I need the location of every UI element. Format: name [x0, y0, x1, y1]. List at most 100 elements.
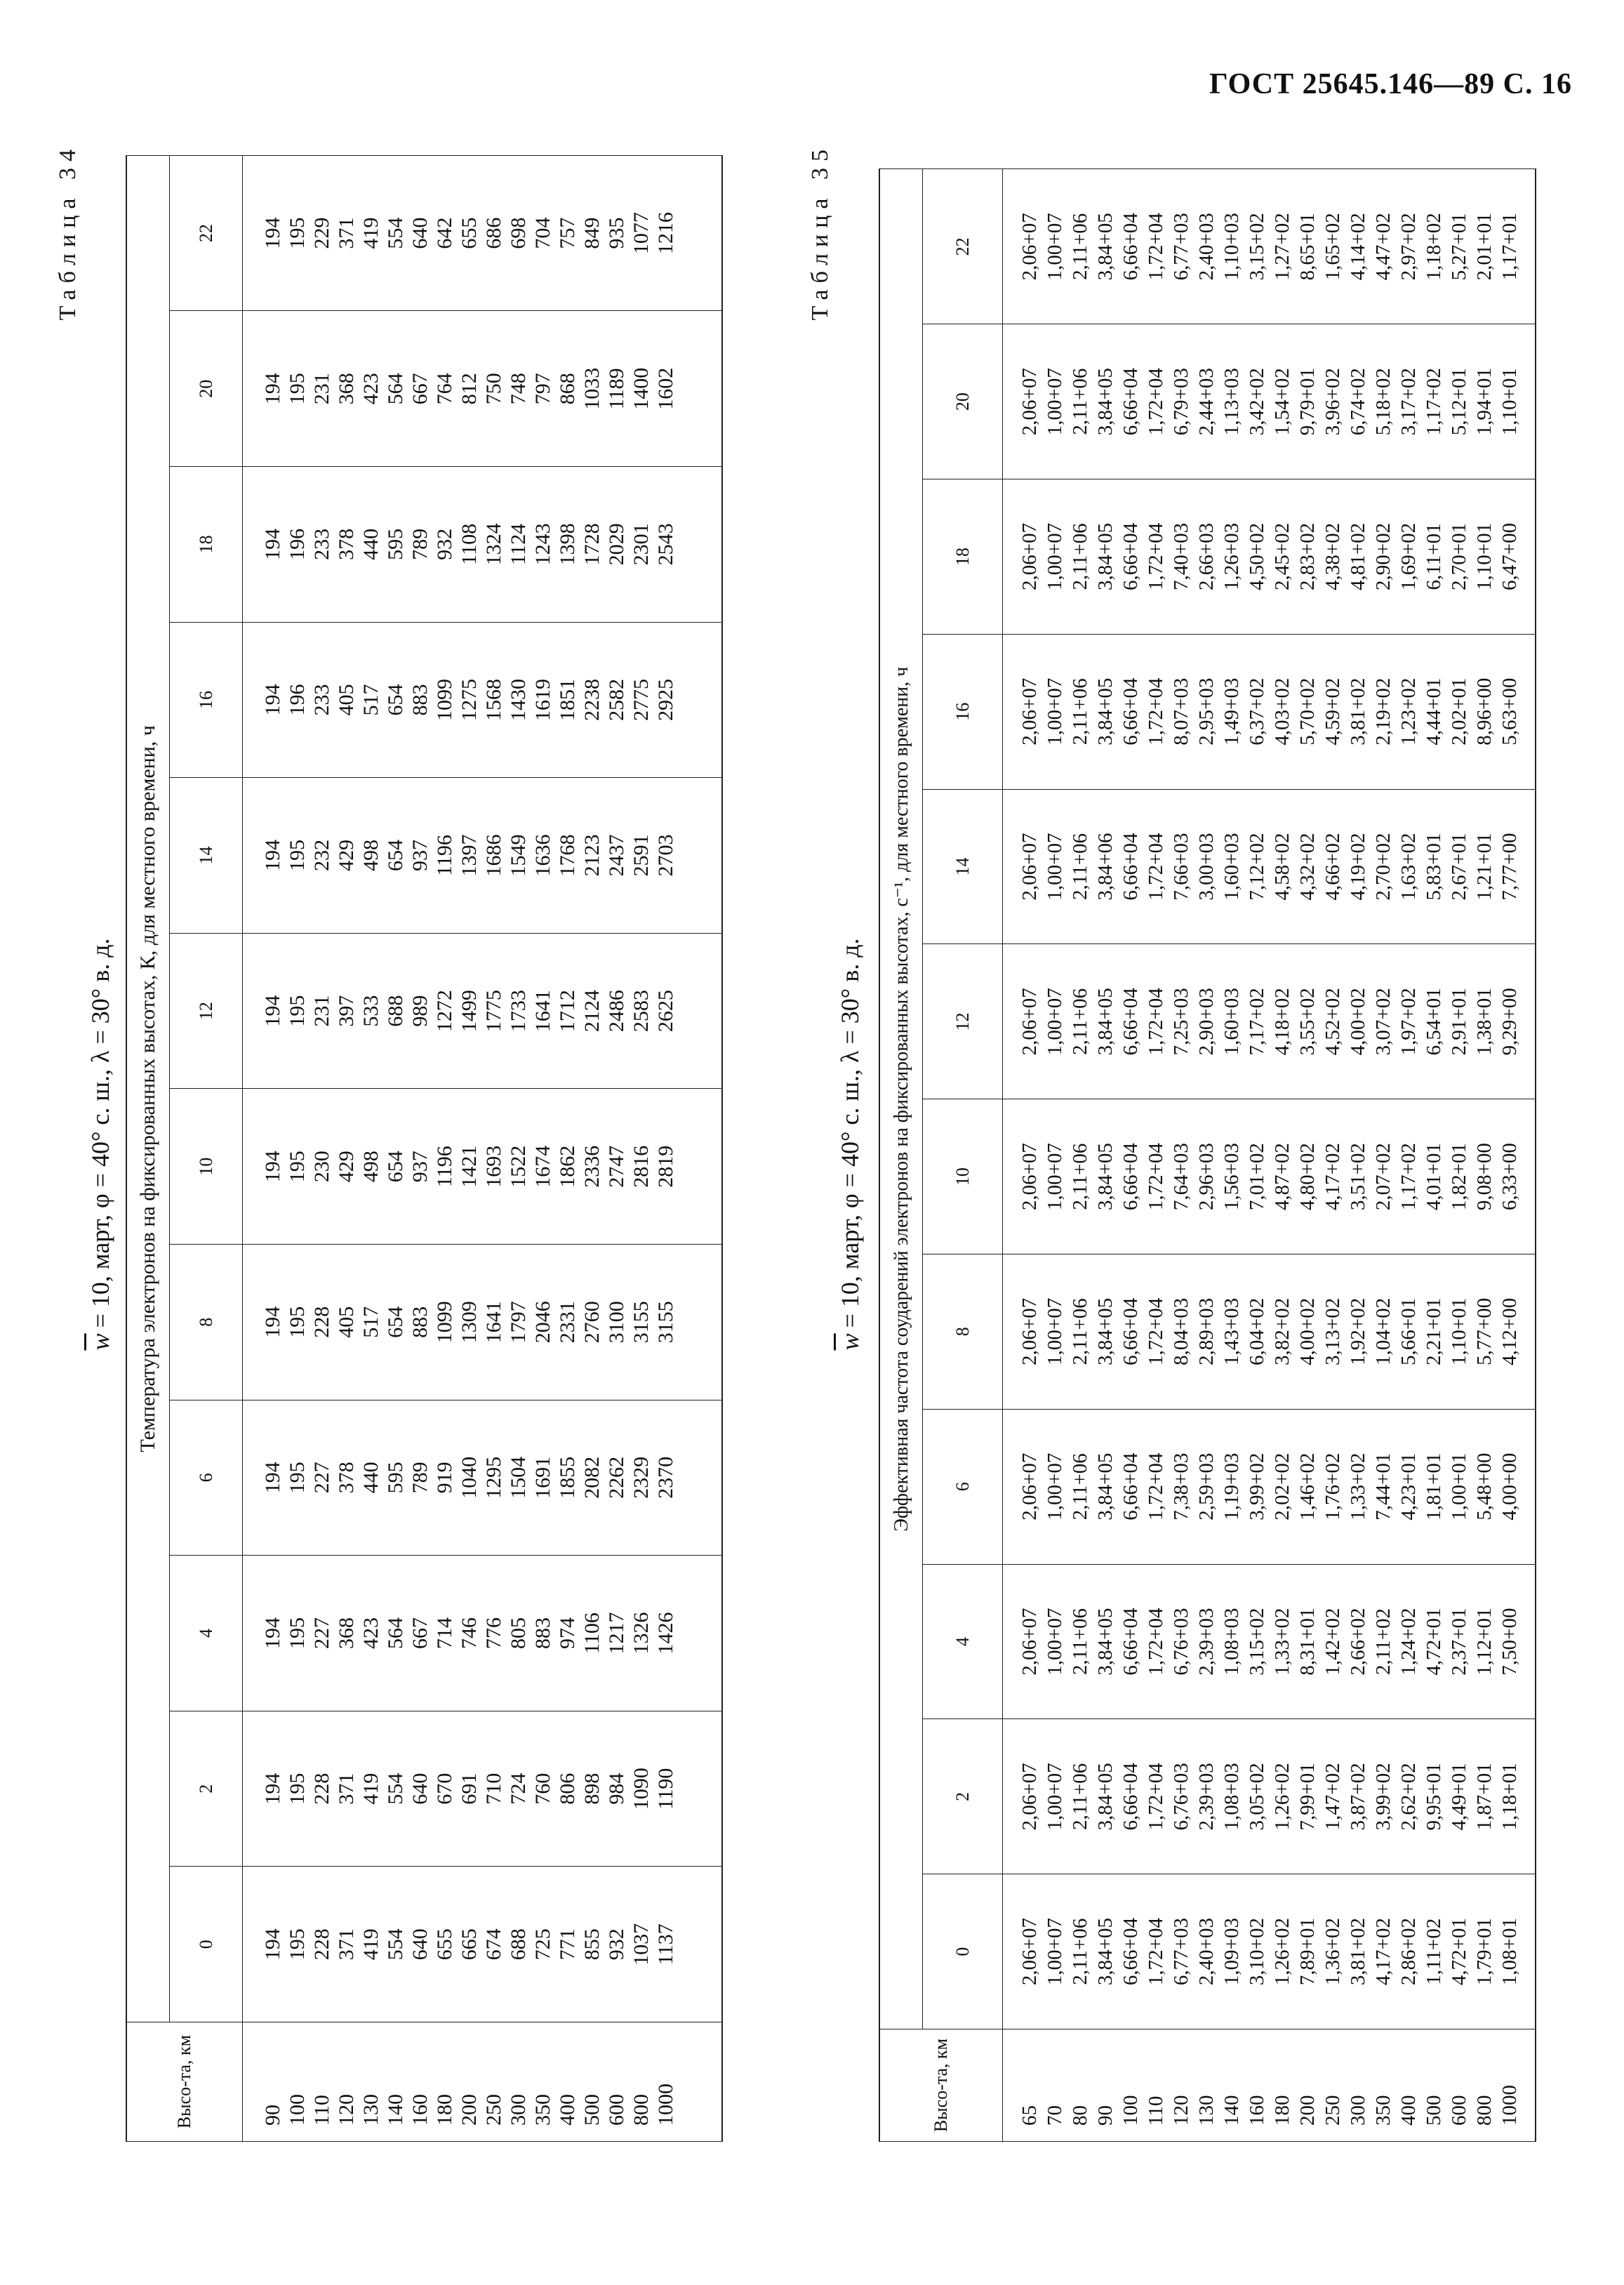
value-cell: 3,84+05	[1093, 1409, 1118, 1565]
value-cell: 6,77+03	[1169, 168, 1194, 324]
value-cell: 1400	[629, 310, 653, 467]
value-cell: 554	[383, 155, 408, 311]
value-cell: 2,40+03	[1194, 168, 1219, 324]
value-cell: 194	[242, 155, 285, 311]
column-header: 20	[169, 310, 243, 467]
value-cell: 228	[310, 1711, 334, 1867]
value-cell: 1,38+01	[1472, 943, 1497, 1099]
value-cell: 1641	[481, 1244, 506, 1400]
value-cell: 1216	[653, 155, 722, 311]
data-row: 400 2,86+02 2,62+02 1,24+02 4,23+01 5,66+01 1,…	[1396, 168, 1421, 2142]
value-cell: 1,00+07	[1042, 789, 1067, 944]
value-cell: 5,77+00	[1472, 1254, 1497, 1410]
value-cell: 2,11+06	[1067, 1254, 1093, 1410]
value-cell: 2,89+03	[1194, 1254, 1219, 1410]
value-cell: 1137	[653, 1866, 722, 2022]
subtitle-symbol: w	[836, 1333, 864, 1351]
value-cell: 6,66+04	[1118, 634, 1143, 790]
value-cell: 1636	[531, 777, 555, 934]
value-cell: 724	[506, 1711, 531, 1867]
value-cell: 667	[408, 1555, 432, 1711]
value-cell: 595	[383, 1400, 408, 1556]
value-cell: 6,76+03	[1169, 1718, 1194, 1874]
value-cell: 1196	[432, 1088, 457, 1245]
value-cell: 3,15+02	[1244, 168, 1270, 324]
value-cell: 1,08+03	[1219, 1564, 1244, 1719]
value-cell: 1,09+03	[1219, 1874, 1244, 2029]
value-cell: 195	[285, 777, 310, 934]
data-row: 65 2,06+07 2,06+07 2,06+07 2,06+07 2,06+07 2,0…	[1002, 168, 1042, 2142]
value-cell: 2,91+01	[1446, 943, 1472, 1099]
table-block: Таблица 35 w = 10, март, φ = 40° с. ш., λ…	[807, 140, 1544, 2148]
value-cell: 6,66+04	[1118, 1409, 1143, 1565]
value-cell: 640	[408, 1711, 432, 1867]
value-cell: 2262	[604, 1400, 629, 1556]
value-cell: 6,66+04	[1118, 789, 1143, 944]
value-cell: 2,11+06	[1067, 1564, 1093, 1719]
value-cell: 3,87+02	[1345, 1718, 1371, 1874]
value-cell: 228	[310, 1244, 334, 1400]
value-cell: 1037	[629, 1866, 653, 2022]
value-cell: 1099	[432, 622, 457, 778]
data-row: 800 1,79+01 1,87+01 1,12+01 5,48+00 5,77+00 9,…	[1472, 168, 1497, 2142]
value-cell: 517	[359, 622, 383, 778]
value-cell: 3,84+05	[1093, 168, 1118, 324]
value-cell: 1,10+03	[1219, 168, 1244, 324]
value-cell: 1,18+01	[1497, 1718, 1536, 1874]
value-cell: 1,10+01	[1446, 1254, 1472, 1410]
data-row: 180 1,26+02 1,26+02 1,33+02 2,02+02 3,82+02 4,…	[1270, 168, 1295, 2142]
data-row: 300 688 724 805 1504 1797 1522 1733 1549 1430 1124…	[506, 155, 531, 2142]
value-cell: 1499	[457, 933, 481, 1089]
column-header: 16	[169, 622, 243, 778]
value-cell: 1099	[432, 1244, 457, 1400]
data-row: 120 371 371 368 378 405 429 397 429 405 378 368 371	[334, 155, 359, 2142]
value-cell: 2,39+03	[1194, 1718, 1219, 1874]
value-cell: 937	[408, 777, 432, 934]
value-cell: 2543	[653, 466, 722, 623]
height-cell: 400	[555, 2022, 580, 2142]
value-cell: 7,66+03	[1169, 789, 1194, 944]
value-cell: 1,81+01	[1421, 1409, 1446, 1565]
value-cell: 935	[604, 155, 629, 311]
data-row: 350 725 760 883 1691 2046 1674 1641 1636 1619 1243…	[531, 155, 555, 2142]
height-cell: 120	[1169, 2029, 1194, 2142]
value-cell: 1,72+04	[1143, 1874, 1169, 2029]
value-cell: 984	[604, 1711, 629, 1867]
value-cell: 1691	[531, 1400, 555, 1556]
value-cell: 2336	[580, 1088, 604, 1245]
value-cell: 8,31+01	[1295, 1564, 1320, 1719]
value-cell: 2582	[604, 622, 629, 778]
value-cell: 1855	[555, 1400, 580, 1556]
value-cell: 194	[242, 622, 285, 778]
value-cell: 227	[310, 1400, 334, 1556]
value-cell: 932	[604, 1866, 629, 2022]
value-cell: 196	[285, 466, 310, 623]
height-cell: 500	[1421, 2029, 1446, 2142]
value-cell: 7,89+01	[1295, 1874, 1320, 2029]
height-cell: 80	[1067, 2029, 1093, 2142]
value-cell: 1,94+01	[1472, 324, 1497, 479]
value-cell: 4,19+02	[1345, 789, 1371, 944]
value-cell: 2,07+02	[1371, 1099, 1396, 1254]
column-group-header: Температура электронов на фиксированных …	[126, 155, 170, 2022]
value-cell: 757	[555, 155, 580, 311]
data-row: 500 1,11+02 9,95+01 4,72+01 1,81+01 2,21+01 4,…	[1421, 168, 1446, 2142]
value-cell: 194	[242, 1244, 285, 1400]
value-cell: 1,00+07	[1042, 168, 1067, 324]
value-cell: 883	[531, 1555, 555, 1711]
value-cell: 2,06+07	[1002, 634, 1042, 790]
value-cell: 1,42+02	[1320, 1564, 1345, 1719]
height-cell: 90	[242, 2022, 285, 2142]
value-cell: 5,70+02	[1295, 634, 1320, 790]
value-cell: 4,00+00	[1497, 1409, 1536, 1565]
value-cell: 2082	[580, 1400, 604, 1556]
value-cell: 1,24+02	[1396, 1564, 1421, 1719]
height-cell: 110	[1143, 2029, 1169, 2142]
value-cell: 1,82+01	[1446, 1099, 1472, 1254]
value-cell: 195	[285, 1866, 310, 2022]
value-cell: 1862	[555, 1088, 580, 1245]
data-row: 130 2,40+03 2,39+03 2,39+03 2,59+03 2,89+03 2,…	[1194, 168, 1219, 2142]
value-cell: 194	[242, 1555, 285, 1711]
table-body: 65 2,06+07 2,06+07 2,06+07 2,06+07 2,06+07 2,0…	[1002, 168, 1536, 2142]
value-cell: 2,06+07	[1002, 479, 1042, 635]
